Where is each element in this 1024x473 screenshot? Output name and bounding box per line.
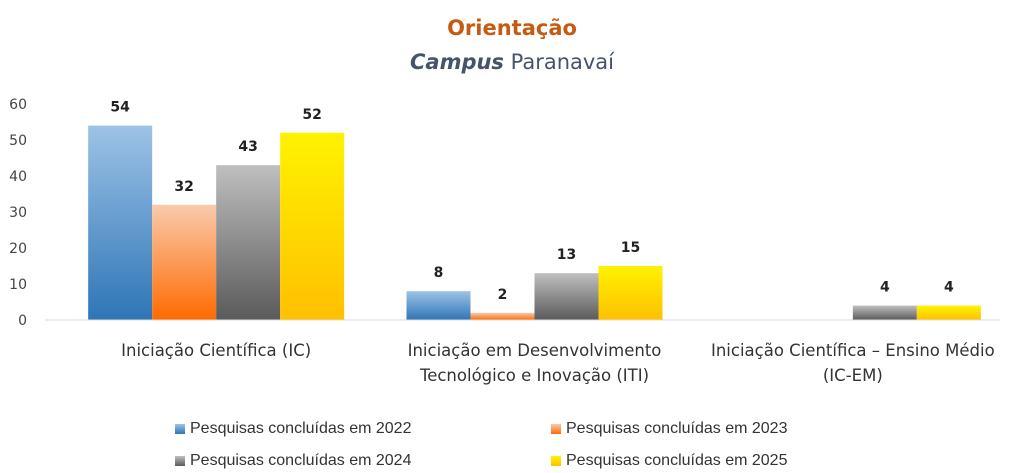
y-tick-label: 0: [18, 313, 27, 329]
y-tick-label: 10: [9, 277, 27, 293]
bar: [88, 125, 153, 320]
subtitle-campus: Campus: [409, 50, 504, 74]
subtitle-city: Paranavaí: [503, 50, 615, 74]
bar: [406, 291, 471, 320]
bar: [216, 165, 281, 320]
y-tick-label: 20: [9, 241, 27, 257]
data-label: 52: [302, 107, 321, 123]
y-axis: 0 10 20 30 40 50 60: [9, 97, 27, 329]
bar: [152, 204, 217, 320]
x-category-label: Tecnológico e Inovação (ITI): [419, 366, 649, 385]
y-tick-label: 30: [9, 205, 27, 221]
legend-item: Pesquisas concluídas em 2023: [551, 420, 787, 438]
data-label: 32: [174, 179, 193, 195]
data-label: 15: [621, 240, 640, 256]
data-label: 8: [434, 265, 444, 281]
bar: [534, 273, 599, 320]
data-label: 43: [238, 139, 257, 155]
y-tick-label: 50: [9, 133, 27, 149]
legend-item: Pesquisas concluídas em 2022: [175, 420, 411, 438]
legend-label: Pesquisas concluídas em 2022: [190, 420, 412, 437]
x-category-label: Iniciação Científica – Ensino Médio: [711, 341, 995, 360]
legend-item: Pesquisas concluídas em 2025: [551, 452, 787, 470]
bar: [598, 266, 663, 320]
chart-subtitle: Campus Paranavaí: [0, 50, 1024, 74]
legend-item: Pesquisas concluídas em 2024: [175, 452, 411, 470]
bar: [916, 305, 981, 320]
legend-swatch: [175, 424, 185, 434]
x-category-label: Iniciação em Desenvolvimento: [408, 341, 662, 360]
bar: [852, 305, 917, 320]
x-category-label: Iniciação Científica (IC): [121, 341, 311, 360]
data-label: 54: [110, 100, 130, 116]
legend-swatch: [175, 456, 185, 466]
legend-label: Pesquisas concluídas em 2024: [190, 452, 412, 469]
bar: [280, 132, 345, 320]
bars-group: 54 32 43 52 8 2 13 15 4 4: [88, 100, 981, 320]
data-label: 13: [557, 247, 576, 263]
data-label: 4: [944, 280, 954, 296]
y-tick-label: 60: [9, 97, 27, 113]
legend-label: Pesquisas concluídas em 2023: [566, 420, 788, 437]
legend-swatch: [551, 456, 561, 466]
x-category-label: (IC-EM): [823, 366, 883, 385]
chart-title: Orientação: [447, 16, 577, 40]
data-label: 4: [880, 280, 890, 296]
data-label: 2: [498, 287, 508, 303]
legend-label: Pesquisas concluídas em 2025: [566, 452, 788, 469]
y-tick-label: 40: [9, 169, 27, 185]
legend-swatch: [551, 424, 561, 434]
bar: [470, 312, 535, 320]
x-axis: Iniciação Científica (IC) Iniciação em De…: [45, 319, 1000, 385]
